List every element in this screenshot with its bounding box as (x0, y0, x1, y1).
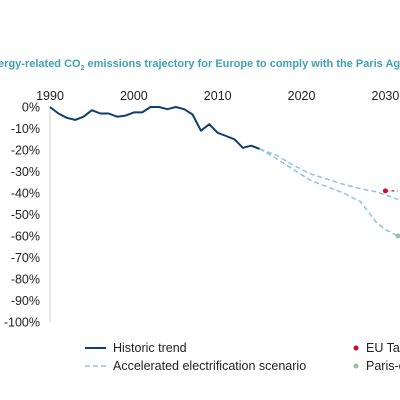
x-tick-label: 2000 (120, 89, 148, 103)
y-tick-label: -50% (11, 208, 40, 222)
x-tick-label: 1990 (36, 89, 64, 103)
y-tick-label: 0% (22, 101, 40, 115)
x-axis-ticks: 1990 2000 2010 2020 2030 (36, 89, 399, 103)
legend-label: Accelerated electrification scenario (113, 359, 306, 373)
legend-paris-swatch (353, 363, 359, 369)
y-tick-label: -100% (4, 316, 40, 330)
eu-target-point (382, 188, 388, 194)
chart-title-main: Energy-related CO (0, 58, 81, 70)
y-tick-label: -90% (11, 294, 40, 308)
x-tick-label: 2010 (204, 89, 232, 103)
legend-eu-target-swatch (353, 345, 359, 351)
y-tick-label: -70% (11, 251, 40, 265)
legend: Historic trend Accelerated electrificatio… (85, 341, 400, 373)
y-tick-label: -20% (11, 144, 40, 158)
chart-title: Energy-related CO2 emissions trajectory … (0, 58, 400, 72)
accelerated-scenario-line (259, 148, 399, 237)
y-tick-label: -40% (11, 187, 40, 201)
accelerated-scenario-line (259, 148, 399, 201)
y-axis-ticks: 0% -10% -20% -30% -40% -50% -60% -70% -80% -90% -1… (4, 101, 40, 330)
legend-label: Paris-compatible pathway (366, 359, 400, 373)
chart-title-rest: emissions trajectory for Europe to compl… (85, 58, 400, 70)
y-tick-label: -80% (11, 273, 40, 287)
paris-pathway-point (395, 233, 400, 239)
y-tick-label: -60% (11, 230, 40, 244)
y-tick-label: -30% (11, 165, 40, 179)
chart-title-subscript: 2 (81, 65, 85, 72)
legend-label: Historic trend (113, 341, 187, 355)
legend-label: EU Targets (366, 341, 400, 355)
x-tick-label: 2030 (372, 89, 400, 103)
x-tick-label: 2020 (288, 89, 316, 103)
y-tick-label: -10% (11, 122, 40, 136)
series-layer (49, 106, 400, 239)
historic-trend-line (49, 106, 260, 150)
